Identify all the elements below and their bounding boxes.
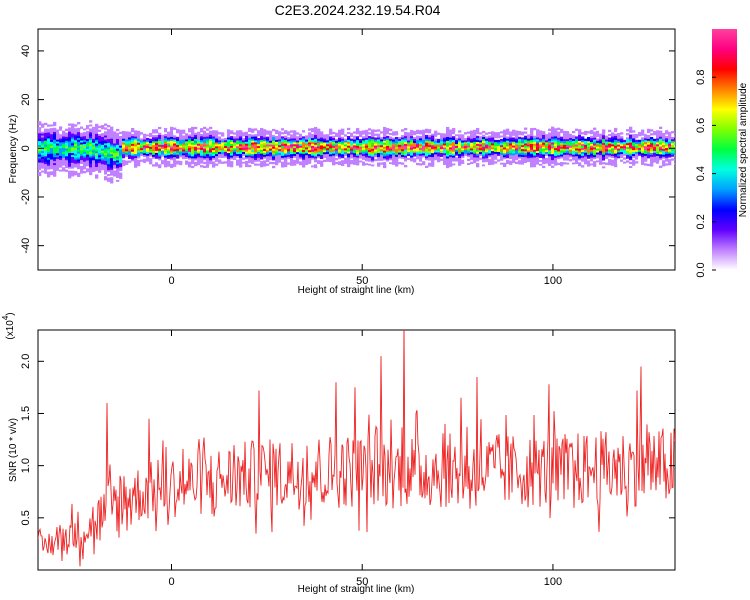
spectrogram-ylabel: Frequency (Hz) <box>8 115 19 184</box>
y-tick-label: 40 <box>20 45 32 57</box>
snr-axes: 0 50 100 0.5 1.0 1.5 2.0 <box>20 330 675 588</box>
snr-frame <box>37 329 676 571</box>
snr-scale-label: (x10 <box>5 320 16 340</box>
spectrogram-heatmap <box>38 120 675 184</box>
snr-scale-exponent: 4 <box>1 315 10 320</box>
y-tick-label: 1.0 <box>20 458 32 473</box>
snr-series-line <box>38 330 675 567</box>
chart-title: C2E3.2024.232.19.54.R04 <box>274 2 441 18</box>
y-tick-label: -40 <box>20 238 32 254</box>
snr-xlabel: Height of straight line (km) <box>298 584 415 595</box>
colorbar-label: Normalized spectral amplitude <box>738 82 749 217</box>
y-tick-label: 20 <box>20 93 32 105</box>
snr-panel: 0 50 100 0.5 1.0 1.5 2.0 Height of straight li… <box>1 312 676 595</box>
colorbar-tick-label: 0.4 <box>695 166 707 181</box>
y-tick-label: 1.5 <box>20 406 32 421</box>
y-tick-label: -20 <box>20 189 32 205</box>
colorbar: 0.0 0.2 0.4 0.6 0.8 Normalized spectral ampl… <box>695 29 749 278</box>
colorbar-tick-label: 0.6 <box>695 118 707 133</box>
colorbar-tick-label: 0.0 <box>695 262 707 277</box>
snr-ylabel: SNR (10 * v/v) <box>8 418 19 482</box>
colorbar-tick-label: 0.2 <box>695 214 707 229</box>
y-tick-label: 2.0 <box>20 354 32 369</box>
x-tick-label: 100 <box>544 576 562 588</box>
colorbar-ticks: 0.0 0.2 0.4 0.6 0.8 <box>695 70 716 278</box>
colorbar-gradient <box>712 29 737 270</box>
spectrogram-xlabel: Height of straight line (km) <box>298 285 415 296</box>
x-tick-label: 0 <box>168 576 174 588</box>
y-tick-label: 0.5 <box>20 510 32 525</box>
svg-text:(x104): (x104) <box>1 312 16 339</box>
x-tick-label: 50 <box>356 576 368 588</box>
colorbar-tick-label: 0.8 <box>695 70 707 85</box>
spectrogram-panel: 0 50 100 40 20 0 -20 -40 Height of straight lin… <box>8 28 676 296</box>
snr-scale-note: (x104) <box>1 312 16 339</box>
x-tick-label: 50 <box>356 275 368 287</box>
y-tick-label: 0 <box>20 145 32 151</box>
x-tick-label: 0 <box>168 275 174 287</box>
x-tick-label: 100 <box>544 275 562 287</box>
spectrogram-axes: 0 50 100 40 20 0 -20 -40 <box>20 29 675 287</box>
